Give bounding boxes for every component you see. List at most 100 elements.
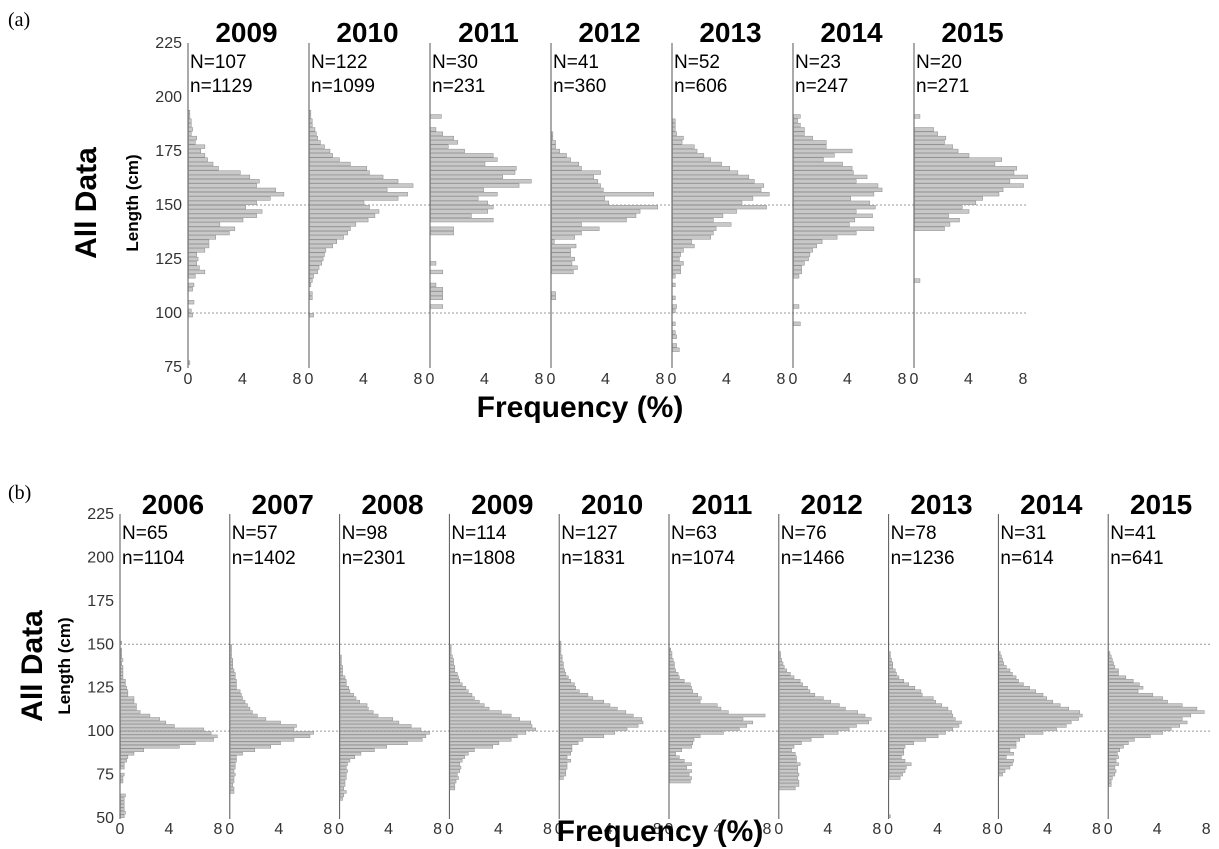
histogram-bar (793, 192, 875, 197)
histogram-bar (551, 265, 578, 270)
histogram-bar (1108, 665, 1116, 669)
histogram-bar (888, 727, 954, 732)
histogram-bar (793, 144, 827, 149)
histogram-bar (669, 703, 718, 707)
histogram-bar (339, 675, 346, 679)
histogram-bar (559, 776, 564, 780)
histogram-bar (1108, 654, 1112, 659)
histogram-bar (672, 135, 684, 141)
histogram-bar (1108, 741, 1129, 745)
year-label: 2009 (471, 489, 533, 520)
histogram-bar (1108, 668, 1119, 673)
histogram-bar (120, 651, 122, 655)
histogram-bar (672, 122, 676, 128)
histogram-bar (449, 752, 469, 756)
sample-N-label: N=65 (122, 523, 168, 544)
histogram-bar (188, 226, 236, 231)
histogram-bar (309, 291, 313, 296)
histogram-bar (669, 661, 675, 666)
histogram-bar (888, 686, 916, 690)
histogram-bar (559, 689, 580, 693)
histogram-bar (551, 192, 654, 197)
histogram-bar (430, 135, 454, 141)
histogram-bar (230, 675, 236, 679)
histogram-bar (449, 675, 459, 679)
histogram-bar (120, 731, 212, 735)
histogram-bar (551, 187, 604, 192)
histogram-bar (672, 226, 717, 231)
histogram-bar (888, 661, 894, 666)
histogram-bar (793, 118, 798, 123)
x-tick-label: 4 (238, 371, 247, 388)
histogram-bar (998, 724, 1067, 728)
histogram-bar (339, 797, 343, 801)
histogram-bar (309, 166, 367, 171)
histogram-bar (188, 187, 276, 192)
histogram-bar (1108, 765, 1116, 770)
histogram-bar (1108, 699, 1168, 704)
histogram-bar (998, 727, 1057, 732)
histogram-bar (551, 239, 555, 244)
histogram-bar (339, 665, 343, 669)
histogram-bar (998, 710, 1081, 714)
histogram-bar (188, 192, 285, 197)
histogram-bar (1108, 661, 1114, 666)
histogram-bar (998, 682, 1024, 686)
histogram-bar (779, 672, 791, 676)
histogram-bar (793, 179, 857, 184)
histogram-bar (998, 765, 1011, 770)
histogram-bar (188, 300, 195, 305)
histogram-bar (914, 166, 1017, 171)
histogram-bar (779, 720, 869, 725)
histogram-bar (230, 647, 232, 652)
histogram-bar (1108, 703, 1183, 707)
histogram-bar (998, 741, 1017, 745)
histogram-bar (559, 658, 563, 662)
histogram-bar (669, 762, 692, 766)
x-tick-label: 4 (165, 821, 174, 838)
histogram-bar (309, 230, 348, 236)
histogram-bar (888, 713, 954, 718)
sample-N-label: N=57 (232, 523, 278, 544)
histogram-bar (339, 679, 347, 683)
histogram-bar (120, 797, 125, 801)
x-tick-label: 4 (274, 821, 283, 838)
year-label: 2015 (1130, 489, 1192, 520)
histogram-bar (309, 153, 333, 158)
histogram-bar (551, 174, 594, 180)
histogram-bar (551, 131, 554, 136)
histogram-bar (120, 692, 129, 697)
histogram-bar (669, 734, 701, 739)
histogram-bar (188, 205, 246, 210)
panel-letter: (b) (8, 482, 31, 504)
histogram-bar (120, 727, 205, 732)
histogram-bar (309, 161, 351, 167)
histogram-bar (309, 209, 380, 214)
histogram-bar (430, 209, 488, 214)
histogram-bar (1108, 724, 1180, 728)
histogram-bar (672, 274, 676, 279)
year-label: 2014 (1020, 489, 1083, 520)
histogram-bar (779, 654, 781, 659)
histogram-bar (449, 762, 460, 766)
sample-N-label: N=31 (1000, 523, 1046, 544)
histogram-bar (914, 144, 953, 149)
histogram-bar (449, 734, 518, 739)
histogram-bar (914, 196, 983, 201)
histogram-bar (230, 661, 234, 666)
sample-N-label: N=78 (891, 523, 937, 544)
histogram-bar (779, 724, 857, 728)
histogram-bar (188, 131, 192, 136)
x-tick-label: 0 (665, 821, 674, 838)
histogram-bar (339, 772, 347, 777)
histogram-bar (339, 769, 348, 773)
histogram-bar (672, 213, 724, 218)
histogram-bar (779, 658, 782, 662)
histogram-bar (188, 252, 197, 257)
histogram-bar (230, 786, 235, 791)
histogram-bar (888, 765, 907, 770)
histogram-bar (188, 127, 193, 132)
histogram-bar (1108, 713, 1192, 718)
histogram-bar (779, 783, 800, 787)
y-tick-label: 175 (87, 593, 114, 610)
